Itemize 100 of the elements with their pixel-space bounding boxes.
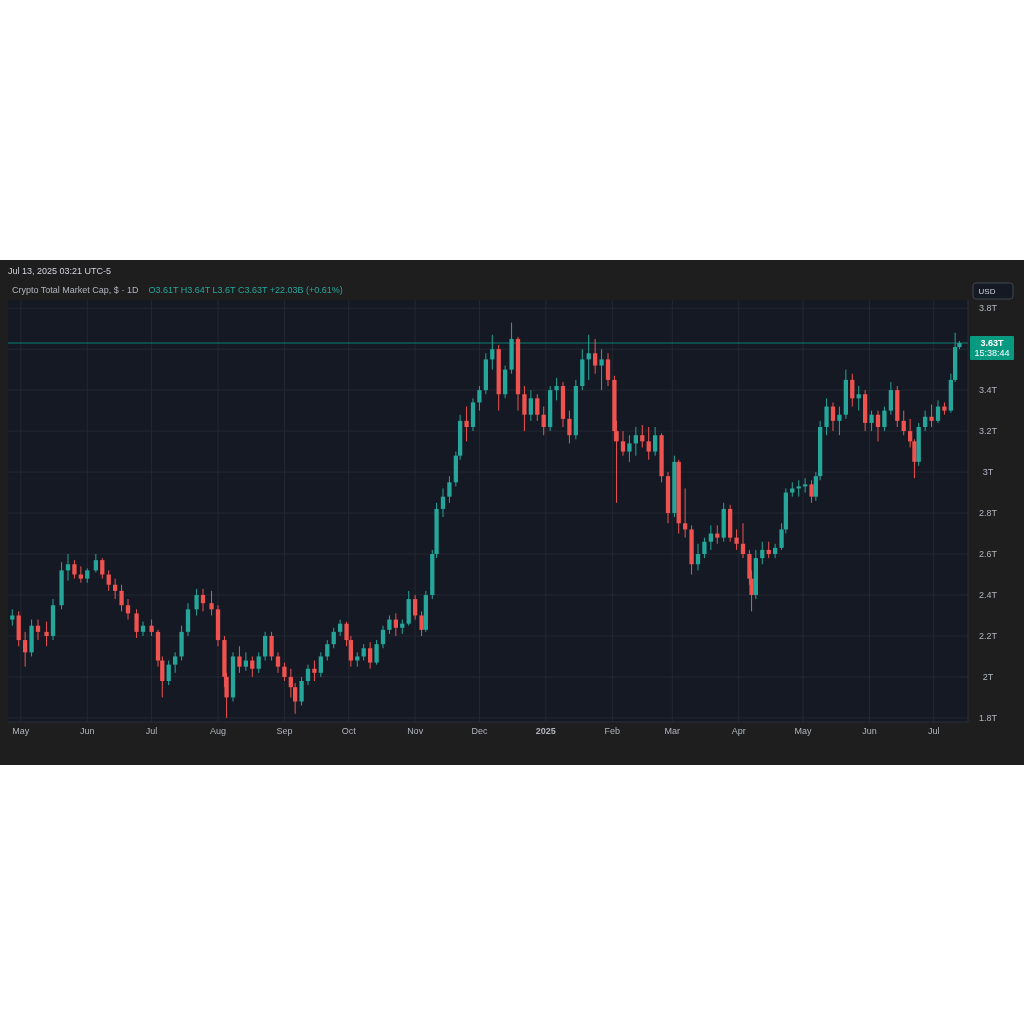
candlestick xyxy=(269,631,274,662)
candlestick xyxy=(318,651,323,678)
candlestick xyxy=(740,522,746,559)
candlestick xyxy=(702,537,707,559)
candlestick xyxy=(605,352,611,387)
x-tick-label: Jul xyxy=(927,726,940,736)
y-tick-label: 2.8T xyxy=(978,508,998,519)
candlestick xyxy=(554,377,559,401)
candlestick xyxy=(888,381,893,416)
candlestick xyxy=(490,334,495,371)
candlestick xyxy=(773,543,778,559)
candlestick xyxy=(850,373,855,408)
candlestick xyxy=(830,401,836,432)
candlestick xyxy=(140,621,146,637)
candlestick xyxy=(35,619,41,641)
candlestick xyxy=(368,641,373,670)
candlestick xyxy=(627,434,632,463)
candlestick xyxy=(929,403,934,428)
candlestick xyxy=(387,614,392,635)
candlestick xyxy=(586,334,591,381)
candlestick xyxy=(106,569,111,592)
candlestick xyxy=(869,410,874,432)
candlestick xyxy=(440,487,446,518)
candlestick xyxy=(93,553,98,573)
x-tick-label: Nov xyxy=(407,726,424,736)
candlestick xyxy=(275,651,281,674)
y-tick-label: 2.6T xyxy=(978,549,998,560)
candlestick xyxy=(477,385,482,412)
candlestick xyxy=(640,424,645,448)
x-tick-label: Apr xyxy=(731,726,746,736)
y-tick-label: 1.8T xyxy=(978,712,998,723)
candlestick xyxy=(535,393,540,422)
candlestick xyxy=(901,410,906,436)
y-tick-label: 3.2T xyxy=(978,426,998,437)
candlestick xyxy=(312,660,317,682)
candlestick xyxy=(447,475,452,504)
text: O3.61T H3.64T L3.6T C3.63T +22.03B (+0.61%) xyxy=(148,285,343,295)
text: Jul 13, 2025 03:21 UTC-5 xyxy=(8,266,112,276)
candlestick xyxy=(237,645,242,674)
candlestick xyxy=(134,608,139,639)
candlestick xyxy=(331,627,336,649)
x-tick-label: Jun xyxy=(862,726,877,736)
candlestick xyxy=(44,621,49,647)
candlestick xyxy=(243,651,248,672)
y-tick-label: 3T xyxy=(982,467,994,478)
y-tick-label: 2T xyxy=(982,671,994,682)
candlestick xyxy=(305,664,311,686)
text: 15:38:44 xyxy=(974,348,1010,359)
y-tick-label: 2.4T xyxy=(978,589,998,600)
candlestick xyxy=(166,660,171,686)
x-tick-label: Oct xyxy=(341,726,357,736)
candlestick xyxy=(338,619,343,637)
candlestick xyxy=(173,651,178,674)
candlestick xyxy=(541,406,546,436)
candlestick xyxy=(209,590,214,616)
y-tick-label: 3.4T xyxy=(978,385,998,396)
candlestick xyxy=(646,426,651,461)
candlestick xyxy=(567,410,572,444)
candlestick xyxy=(23,631,28,668)
candlestick xyxy=(653,426,658,457)
x-tick-label: May xyxy=(12,726,30,736)
candlestick xyxy=(263,631,268,662)
x-tick-label: Jul xyxy=(145,726,158,736)
y-tick-label: 3.8T xyxy=(978,303,998,314)
candlestick xyxy=(695,543,701,571)
candlestick xyxy=(100,557,105,580)
candlestick xyxy=(824,397,829,436)
candlestick xyxy=(935,399,941,424)
candlestick xyxy=(299,676,304,707)
x-tick-label: May xyxy=(794,726,812,736)
x-tick-label: Feb xyxy=(604,726,621,736)
candlestick xyxy=(256,651,261,674)
candlestick xyxy=(593,338,598,375)
candlestick xyxy=(882,406,887,432)
candlestick xyxy=(393,612,398,637)
x-tick-label: Jun xyxy=(80,726,95,736)
candlestick xyxy=(413,594,418,621)
candlestick xyxy=(923,410,928,432)
x-tick-label: Dec xyxy=(471,726,488,736)
candlestick xyxy=(325,639,330,662)
candlestick xyxy=(875,410,881,442)
candlestick xyxy=(113,578,118,600)
candlestick xyxy=(708,524,713,551)
candlestick xyxy=(72,559,77,580)
ref-line-label: 3.63T xyxy=(980,338,1005,349)
candlestick xyxy=(734,528,739,551)
y-tick-label: 2.2T xyxy=(978,630,998,641)
candlestick xyxy=(374,639,379,666)
candlestick xyxy=(185,602,191,637)
x-tick-label: Aug xyxy=(209,726,227,736)
candlestick xyxy=(633,426,638,457)
candlestick xyxy=(125,598,131,621)
candlestick xyxy=(250,655,255,678)
candlestick xyxy=(760,541,765,565)
candlestick xyxy=(65,553,71,582)
candlestick xyxy=(419,610,424,637)
x-tick-label: Mar xyxy=(664,726,681,736)
chart-title: Crypto Total Market Cap, $ · 1D xyxy=(12,285,139,295)
candlestick xyxy=(194,588,199,616)
candlestick xyxy=(380,625,386,649)
